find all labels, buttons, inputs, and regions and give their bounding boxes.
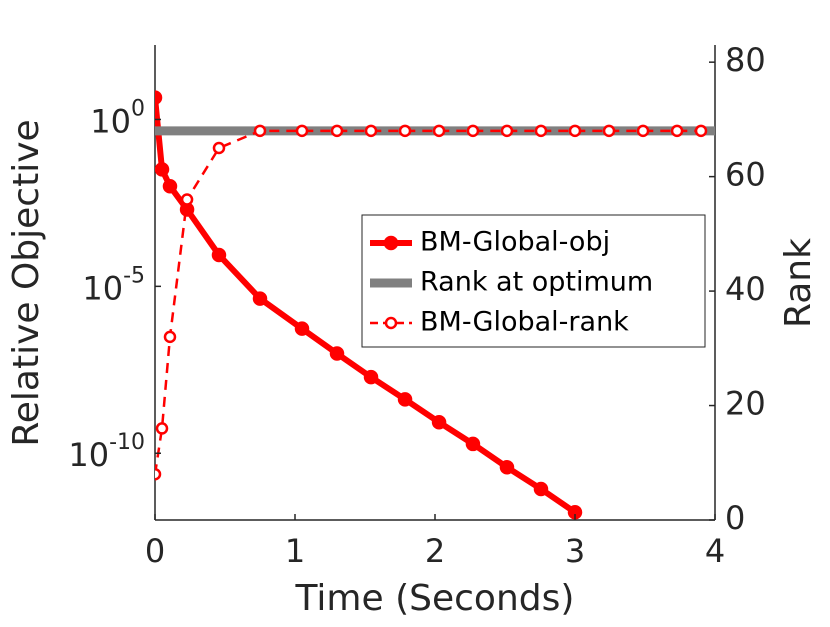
x-tick-label: 1 — [285, 532, 305, 570]
legend-label: BM-Global-obj — [420, 227, 610, 258]
point — [330, 124, 344, 138]
point — [155, 162, 170, 177]
plot-area — [155, 90, 715, 520]
point — [465, 436, 481, 452]
point — [163, 330, 177, 344]
y2-tick-label: 60 — [725, 156, 766, 194]
point — [294, 321, 310, 336]
point — [253, 124, 267, 138]
point — [670, 124, 684, 138]
y2-tick-label: 40 — [725, 270, 766, 308]
point — [398, 124, 412, 138]
y2-tick-label: 20 — [725, 385, 766, 423]
point — [211, 247, 227, 263]
point — [329, 346, 345, 361]
legend-marker — [384, 316, 398, 330]
point — [500, 124, 514, 138]
point — [364, 124, 378, 138]
legend-label: BM-Global-rank — [420, 307, 629, 338]
point — [155, 467, 162, 481]
y2-tick-label: 0 — [725, 499, 745, 537]
legend-label: Rank at optimum — [420, 267, 653, 298]
point — [397, 392, 413, 407]
y-tick-label: 100 — [90, 96, 145, 140]
legend: BM-Global-obj Rank at optimum BM-Global-ra… — [361, 214, 706, 348]
x-tick-label: 2 — [425, 532, 445, 570]
x-tick-label: 0 — [145, 532, 165, 570]
point — [431, 414, 447, 430]
point — [636, 124, 650, 138]
point — [694, 124, 708, 138]
x-axis-label: Time (Seconds) — [295, 578, 575, 619]
y2-tick-label: 80 — [725, 41, 766, 79]
point — [155, 422, 169, 435]
point — [363, 369, 379, 385]
point — [180, 193, 194, 206]
y-tick-label: 10-5 — [82, 263, 145, 307]
y-axis-label: Relative Objective — [6, 119, 47, 446]
point — [466, 124, 480, 138]
point — [155, 90, 163, 105]
point — [432, 124, 446, 138]
x-tick-label: 3 — [565, 532, 585, 570]
y-tick-label: 10-10 — [68, 430, 145, 474]
point — [162, 178, 178, 194]
point — [602, 124, 616, 138]
point — [534, 124, 548, 138]
point — [252, 291, 268, 306]
point — [212, 141, 226, 155]
point — [568, 124, 582, 138]
legend-marker — [383, 235, 399, 251]
point — [533, 481, 549, 497]
point — [295, 124, 309, 138]
point — [499, 460, 515, 475]
legend-box — [361, 214, 706, 348]
y2-axis-label: Rank — [778, 238, 819, 328]
x-tick-label: 4 — [705, 532, 725, 570]
